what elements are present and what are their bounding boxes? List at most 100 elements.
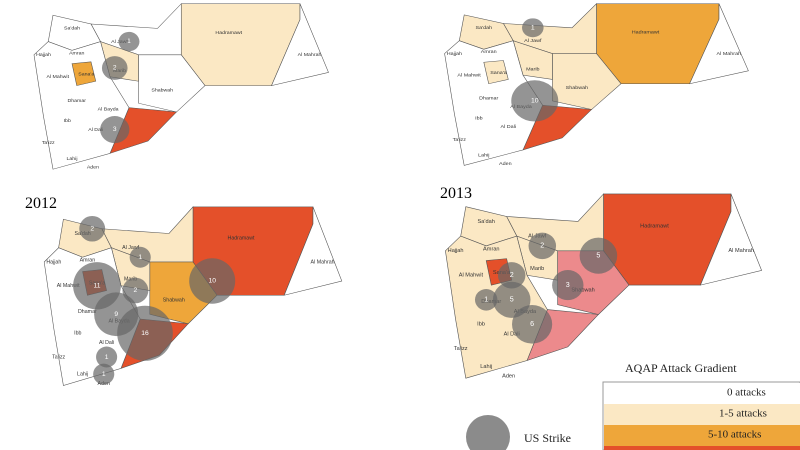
region-label: Amran (481, 49, 497, 55)
strike-count: 5 (510, 297, 514, 304)
legend-swatch (604, 446, 800, 450)
strike-bubble (100, 116, 130, 144)
region-label: Aden (502, 374, 515, 380)
region-label: Shabwah (566, 86, 589, 92)
strike-bubble (96, 346, 118, 368)
region-label: Lahij (77, 372, 88, 378)
region-label: Lahij (480, 364, 492, 370)
region-label: Sana'a (490, 70, 507, 76)
strike-count: 11 (94, 283, 101, 290)
strike-bubble (512, 304, 553, 344)
region-label: Sa'dah (64, 26, 80, 32)
year-label: 2012 (25, 195, 57, 212)
region-label: Ibb (475, 116, 483, 122)
strike-count: 1 (531, 25, 535, 32)
region-label: Marib (526, 67, 540, 73)
region-label: Hajjah (447, 51, 462, 57)
strike-bubble (129, 246, 151, 268)
governorate (689, 3, 749, 85)
strike-count: 2 (510, 272, 514, 279)
region-label: Dhamar (479, 96, 498, 102)
region-label: Ta'izz (52, 354, 65, 360)
strike-count: 1 (105, 354, 109, 361)
region-label: Al Mahrah (717, 51, 742, 57)
region-label: Al Mahrah (728, 248, 754, 254)
strike-bubble (579, 237, 618, 274)
strike-count: 1 (484, 297, 488, 304)
strike-count: 2 (90, 226, 94, 233)
region-label: Hadramawt (632, 30, 660, 36)
region-label: Hadramawt (640, 224, 669, 230)
region-label: Lahij (478, 153, 489, 159)
strike-count: 9 (114, 311, 118, 318)
region-label: Al Dali (99, 340, 114, 346)
region-label: Al Mahwit (57, 283, 80, 289)
strike-bubble (552, 270, 584, 301)
region-label: Al Jawf (122, 245, 140, 251)
strike-bubble (118, 31, 140, 52)
region-label: Aden (87, 165, 99, 171)
region-label: Ibb (74, 331, 81, 337)
region-label: Ibb (64, 118, 71, 124)
region-label: Amran (69, 50, 85, 56)
region-label: Sa'dah (478, 219, 495, 225)
legend-item: 5-10 attacks (708, 429, 761, 441)
strike-count: 1 (138, 254, 142, 261)
governorate (71, 61, 97, 86)
legend-strike-label: US Strike (524, 431, 571, 445)
strike-bubble (101, 56, 128, 80)
governorate (138, 54, 206, 113)
region-label: Shabwah (151, 87, 173, 93)
governorate (483, 60, 509, 85)
strike-bubble (528, 232, 557, 260)
strike-count: 2 (134, 287, 138, 294)
region-label: Hadramawt (228, 236, 256, 242)
strike-bubble (497, 262, 526, 289)
strike-count: 10 (531, 98, 539, 105)
strike-count: 16 (141, 330, 149, 337)
region-label: Al Dali (88, 127, 103, 133)
strike-count: 2 (113, 65, 117, 72)
legend-swatch (604, 383, 800, 404)
region-label: Dhamar (67, 98, 86, 104)
region-label: Al Mahrah (298, 52, 322, 58)
region-label: Hajjah (46, 259, 61, 265)
region-label: Shabwah (571, 288, 594, 294)
region-label: Sana'a (78, 72, 94, 78)
strike-bubble (117, 305, 173, 361)
strike-bubble (189, 258, 236, 304)
strike-count: 1 (102, 371, 106, 378)
region-label: Marib (530, 266, 544, 272)
region-label: Al Mahrah (311, 259, 335, 265)
region-label: Dhamar (78, 309, 97, 315)
region-label: Al Jawf (524, 38, 542, 44)
legend: AQAP Attack Gradient 0 attacks 1-5 attac… (466, 361, 800, 450)
governorate (699, 193, 763, 286)
region-label: Al Dali (504, 332, 520, 338)
legend-swatch (604, 404, 800, 425)
region-label: Hadramawt (215, 30, 242, 36)
strike-bubble (511, 80, 559, 122)
region-label: Al Mahwit (459, 273, 484, 279)
strike-bubble (522, 18, 544, 38)
region-label: Al Mahwit (457, 73, 481, 79)
region-label: Al Bayda (98, 107, 119, 113)
region-label: Al Dali (501, 124, 517, 130)
strike-count: 6 (530, 321, 534, 328)
strike-count: 3 (566, 282, 570, 289)
legend-item: 1-5 attacks (719, 408, 767, 420)
region-label: Amran (80, 258, 96, 264)
region-label: Amran (483, 246, 500, 252)
strike-bubble (474, 289, 498, 311)
legend-swatch (604, 425, 800, 446)
legend-title: AQAP Attack Gradient (625, 361, 737, 375)
strike-bubble (79, 215, 106, 242)
region-label: Ta'izz (454, 346, 468, 352)
legend-item: 0 attacks (727, 387, 766, 399)
legend-box (602, 381, 800, 450)
governorate (283, 206, 343, 296)
